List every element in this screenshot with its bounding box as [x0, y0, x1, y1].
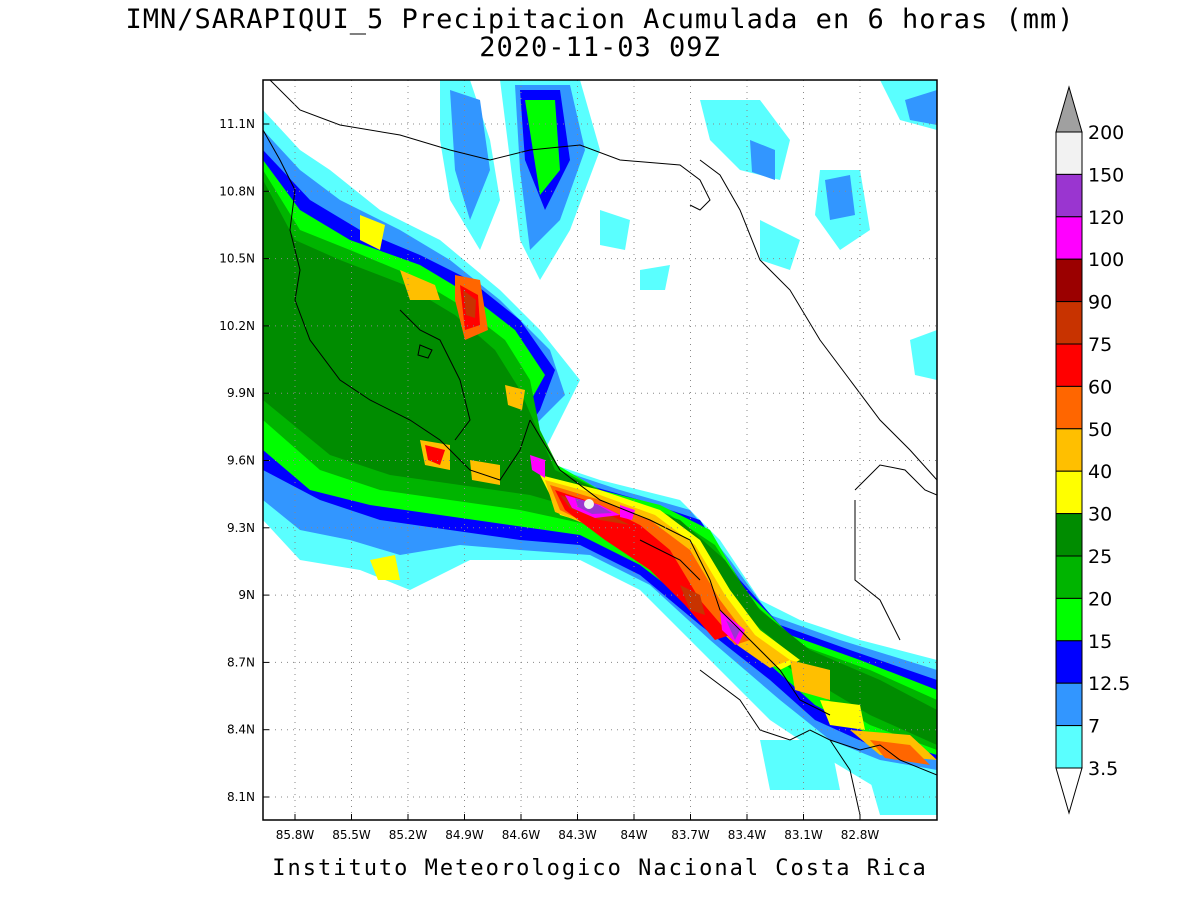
legend-swatch [1055, 513, 1083, 557]
x-tick-label: 84W [620, 828, 647, 842]
legend-swatch [1055, 470, 1083, 515]
x-tick-label: 82.8W [841, 828, 880, 842]
x-tick-label: 84.6W [502, 828, 541, 842]
x-tick-label: 85.2W [389, 828, 428, 842]
legend-label: 40 [1088, 461, 1112, 483]
x-tick-label: 83.7W [671, 828, 710, 842]
legend-swatch-overflow [1055, 85, 1083, 133]
y-tick-label: 11.1N [219, 117, 255, 131]
legend-swatch [1055, 555, 1083, 599]
map-title: IMN/SARAPIQUI_5 Precipitacion Acumulada … [125, 4, 1075, 35]
legend-swatch [1055, 725, 1083, 769]
precipitation-field [263, 80, 937, 815]
legend-swatch [1055, 173, 1083, 218]
y-tick-label: 9.6N [227, 454, 255, 468]
y-tick-label: 8.4N [227, 723, 255, 737]
y-tick-label: 10.8N [219, 184, 255, 198]
border-nicaragua [269, 80, 711, 211]
y-tick-label: 8.1N [227, 790, 255, 804]
x-tick-label: 84.3W [558, 828, 597, 842]
y-axis-ticks: 11.1N 10.8N 10.5N 10.2N 9.9N 9.6N 9.3N 9N 8.7N 8.… [219, 117, 269, 804]
legend-label: 200 [1088, 122, 1124, 144]
bocas-coast [854, 464, 937, 496]
x-axis-ticks: 85.8W 85.5W 85.2W 84.9W 84.6W 84.3W 84W 83.7W 83… [276, 814, 880, 842]
legend-label: 3.5 [1088, 758, 1118, 780]
gulf-coast [399, 309, 471, 441]
island-outline [417, 344, 433, 359]
legend-label: 100 [1088, 249, 1124, 271]
precip-band-200 [584, 499, 594, 509]
x-tick-label: 83.1W [784, 828, 823, 842]
x-tick-label: 85.8W [276, 828, 315, 842]
x-tick-label: 83.4W [728, 828, 767, 842]
legend-label: 12.5 [1088, 673, 1130, 695]
legend-label: 50 [1088, 419, 1112, 441]
footer-credit: Instituto Meteorologico Nacional Costa R… [272, 856, 928, 881]
legend-label: 20 [1088, 588, 1112, 610]
color-legend: 200 150 120 100 90 75 60 50 40 30 25 20 15 12.5 7 3.5 [1055, 85, 1130, 815]
legend-label: 25 [1088, 546, 1112, 568]
precip-band-25 [263, 180, 937, 745]
legend-swatch [1055, 301, 1083, 345]
chiriqui-coast [829, 739, 937, 776]
legend-swatch [1055, 428, 1083, 472]
border-panama [854, 500, 901, 641]
legend-label: 30 [1088, 504, 1112, 526]
legend-swatch [1055, 682, 1083, 727]
y-tick-label: 9N [238, 588, 255, 602]
map-frame [262, 79, 938, 821]
x-tick-label: 85.5W [332, 828, 371, 842]
legend-swatch-underflow [1055, 767, 1083, 815]
y-tick-label: 9.9N [227, 386, 255, 400]
graticule [263, 80, 937, 820]
map-subtitle-datetime: 2020-11-03 09Z [479, 32, 721, 63]
caribbean-coast [699, 159, 937, 481]
legend-label: 75 [1088, 334, 1112, 356]
legend-swatch [1055, 216, 1083, 260]
y-tick-label: 10.5N [219, 252, 255, 266]
pacific-coast-nicoya [263, 129, 531, 481]
legend-swatch [1055, 131, 1083, 175]
legend-label: 60 [1088, 376, 1112, 398]
border-central [529, 419, 831, 716]
legend-swatch [1055, 385, 1083, 430]
legend-swatch [1055, 258, 1083, 303]
y-tick-label: 9.3N [227, 521, 255, 535]
legend-label: 7 [1088, 716, 1100, 738]
legend-swatch [1055, 597, 1083, 642]
legend-label: 120 [1088, 207, 1124, 229]
legend-label: 15 [1088, 631, 1112, 653]
inner-border [639, 539, 701, 581]
legend-label: 150 [1088, 164, 1124, 186]
y-tick-label: 10.2N [219, 319, 255, 333]
legend-label: 90 [1088, 292, 1112, 314]
osa-coast [699, 669, 861, 816]
legend-swatch [1055, 640, 1083, 684]
legend-swatch [1055, 343, 1083, 387]
x-tick-label: 84.9W [445, 828, 484, 842]
coastline-borders [263, 80, 937, 816]
y-tick-label: 8.7N [227, 655, 255, 669]
